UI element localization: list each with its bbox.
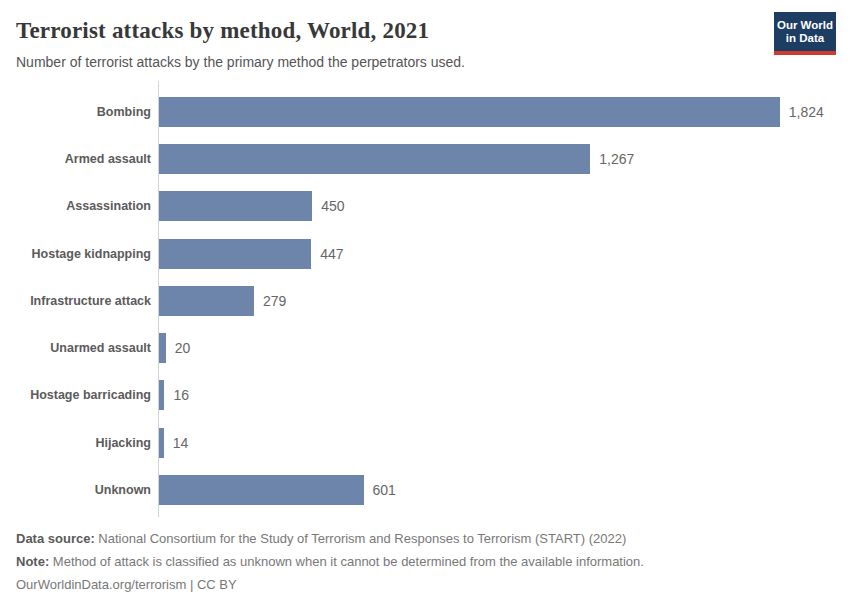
title-block: Terrorist attacks by method, World, 2021… [16,16,465,71]
y-axis-line [158,81,159,517]
bar-rows: Bombing 1,824 Armed assault 1,267 Assassinat… [16,88,836,514]
source-text: National Consortium for the Study of Ter… [95,531,627,546]
bar-hijacking[interactable] [159,428,164,458]
bar-row: Unknown 601 [16,466,836,513]
value-label: 450 [321,198,344,214]
bar-assassination[interactable] [159,191,312,221]
category-label: Hostage barricading [16,388,158,402]
value-label: 1,824 [789,104,824,120]
bar-row: Hostage kidnapping 447 [16,230,836,277]
owid-logo-line1: Our World [777,19,833,32]
category-label: Hostage kidnapping [16,247,158,261]
category-label: Unarmed assault [16,341,158,355]
bar-track: 601 [158,475,836,505]
bar-track: 279 [158,286,836,316]
bar-row: Unarmed assault 20 [16,324,836,371]
bar-track: 14 [158,428,836,458]
owid-logo[interactable]: Our World in Data [774,12,836,55]
owid-chart-page: Terrorist attacks by method, World, 2021… [0,0,850,600]
category-label: Bombing [16,105,158,119]
bar-row: Hostage barricading 16 [16,372,836,419]
category-label: Assassination [16,199,158,213]
bar-row: Armed assault 1,267 [16,135,836,182]
category-label: Hijacking [16,436,158,450]
value-label: 16 [173,387,189,403]
note-label: Note: [16,554,49,569]
value-label: 20 [175,340,191,356]
bar-track: 450 [158,191,836,221]
bar-hostage-kidnapping[interactable] [159,239,311,269]
bar-track: 1,267 [158,144,836,174]
bar-track: 1,824 [158,97,836,127]
value-label: 1,267 [599,151,634,167]
bar-track: 20 [158,333,836,363]
owid-url-link[interactable]: OurWorldinData.org/terrorism [16,577,186,592]
source-label: Data source: [16,531,95,546]
bar-infrastructure-attack[interactable] [159,286,254,316]
bar-armed-assault[interactable] [159,144,590,174]
value-label: 14 [173,435,189,451]
footer-link-line: OurWorldinData.org/terrorism | CC BY [16,573,836,596]
bar-row: Assassination 450 [16,183,836,230]
chart-header: Terrorist attacks by method, World, 2021… [16,16,836,71]
value-label: 447 [320,246,343,262]
bar-unknown[interactable] [159,475,364,505]
bar-row: Bombing 1,824 [16,88,836,135]
value-label: 601 [373,482,396,498]
bar-track: 16 [158,380,836,410]
bar-row: Hijacking 14 [16,419,836,466]
footer-separator: | [186,577,197,592]
category-label: Infrastructure attack [16,294,158,308]
bar-bombing[interactable] [159,97,780,127]
footer-note-line: Note: Method of attack is classified as … [16,550,836,573]
page-title: Terrorist attacks by method, World, 2021 [16,16,465,46]
note-text: Method of attack is classified as unknow… [49,554,644,569]
bar-hostage-barricading[interactable] [159,380,164,410]
owid-logo-line2: in Data [786,32,824,45]
bar-track: 447 [158,239,836,269]
bar-chart: Bombing 1,824 Armed assault 1,267 Assassinat… [16,88,836,514]
bar-unarmed-assault[interactable] [159,333,166,363]
category-label: Unknown [16,483,158,497]
value-label: 279 [263,293,286,309]
cc-by-link[interactable]: CC BY [197,577,237,592]
bar-row: Infrastructure attack 279 [16,277,836,324]
footer-source-line: Data source: National Consortium for the… [16,527,836,550]
page-subtitle: Number of terrorist attacks by the prima… [16,54,465,71]
chart-footer: Data source: National Consortium for the… [16,527,836,596]
category-label: Armed assault [16,152,158,166]
